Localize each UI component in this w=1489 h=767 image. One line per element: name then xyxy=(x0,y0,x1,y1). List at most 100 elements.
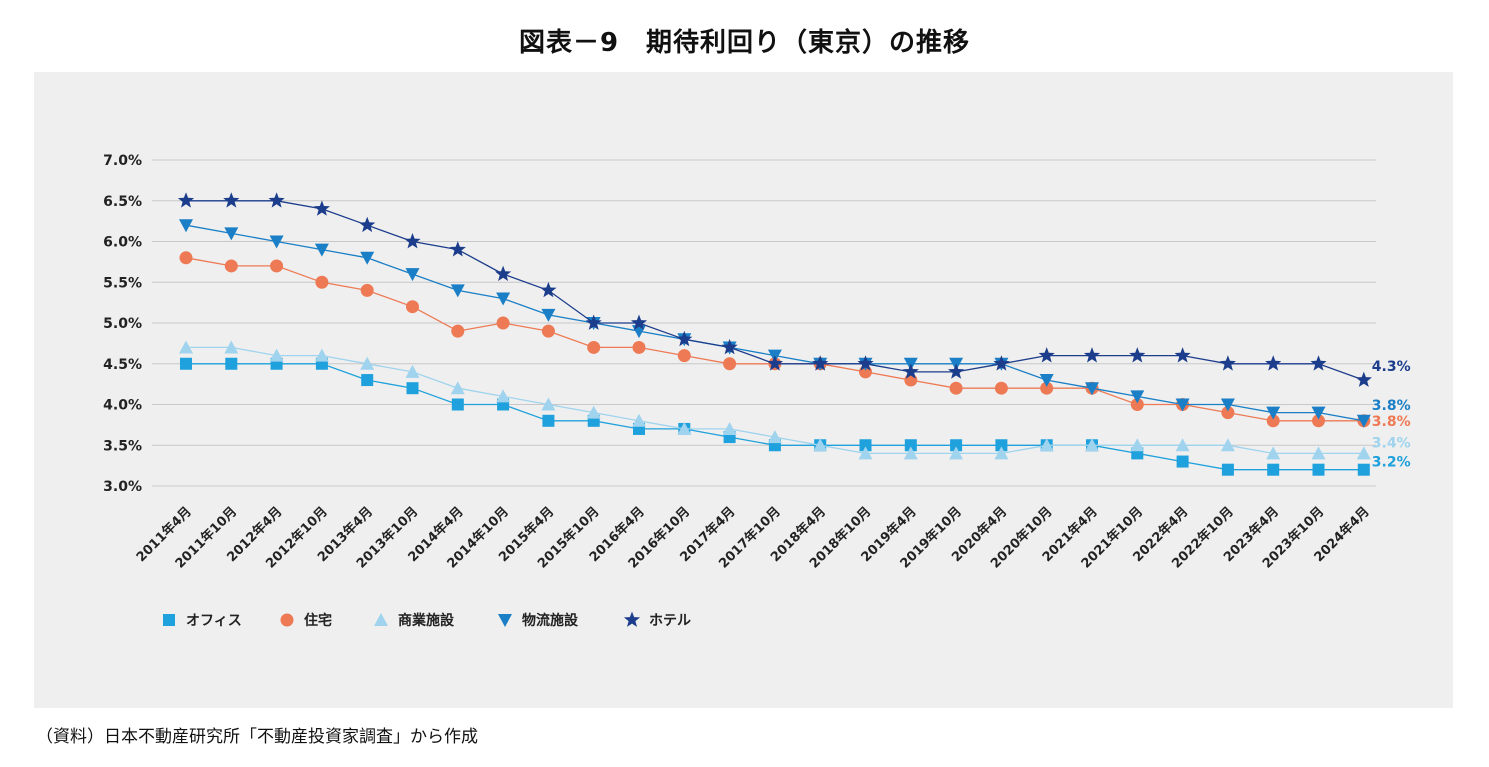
x-axis-ticks: 2011年4月2011年10月2012年4月2012年10月2013年4月201… xyxy=(133,504,1372,572)
data-point xyxy=(812,355,829,371)
data-point xyxy=(449,241,466,257)
data-point xyxy=(1220,438,1235,452)
data-point xyxy=(496,389,511,403)
y-tick-label: 4.5% xyxy=(103,357,142,373)
data-point xyxy=(541,324,555,338)
data-point xyxy=(677,349,691,363)
page-title: 図表－9 期待利回り（東京）の推移 xyxy=(518,28,971,58)
grid-lines xyxy=(152,159,1376,487)
data-point xyxy=(269,235,284,249)
data-point xyxy=(313,200,330,216)
data-point xyxy=(1040,381,1054,395)
data-point xyxy=(993,355,1010,371)
data-point xyxy=(949,446,964,460)
data-point xyxy=(721,338,738,355)
end-value-label: 3.4% xyxy=(1372,435,1411,451)
data-point xyxy=(405,364,420,378)
data-point xyxy=(406,382,419,395)
data-point xyxy=(540,281,557,298)
data-point xyxy=(1311,406,1326,420)
data-point xyxy=(496,292,511,306)
source-note: （資料）日本不動産研究所「不動産投資家調査」から作成 xyxy=(36,727,478,747)
end-value-label: 3.2% xyxy=(1372,455,1411,471)
data-point xyxy=(859,439,872,452)
data-point xyxy=(1266,446,1281,460)
data-point xyxy=(1085,438,1099,452)
data-point xyxy=(630,314,648,330)
data-point xyxy=(541,397,556,411)
data-point xyxy=(179,340,193,354)
data-point xyxy=(314,348,329,362)
data-point xyxy=(1039,374,1054,388)
data-point xyxy=(223,192,240,208)
data-point xyxy=(405,268,420,282)
legend: オフィス 住宅 商業施設 物流施設 ホテル xyxy=(163,611,691,629)
data-point xyxy=(767,430,782,444)
data-point xyxy=(1130,398,1144,411)
data-point xyxy=(1130,390,1145,404)
y-tick-label: 6.0% xyxy=(103,235,142,251)
data-point xyxy=(1039,438,1054,452)
data-point xyxy=(1356,414,1371,428)
y-tick-label: 7.0% xyxy=(103,153,142,169)
legend-label: 住宅 xyxy=(304,612,332,629)
legend-label: 物流施設 xyxy=(522,612,579,629)
data-point xyxy=(1220,398,1235,412)
data-point xyxy=(360,283,374,297)
data-point xyxy=(1357,463,1370,476)
data-point xyxy=(450,381,465,395)
y-tick-label: 3.5% xyxy=(103,438,142,454)
data-point xyxy=(1355,371,1372,387)
data-point xyxy=(359,216,376,233)
data-point xyxy=(495,265,512,281)
y-tick-label: 6.5% xyxy=(103,194,142,210)
data-point xyxy=(314,243,329,257)
data-point xyxy=(722,421,737,435)
data-point xyxy=(180,357,192,370)
data-point xyxy=(1085,382,1099,396)
data-point xyxy=(632,413,646,427)
data-point xyxy=(360,356,375,370)
data-point xyxy=(1356,446,1371,460)
data-point xyxy=(1266,414,1280,428)
data-point xyxy=(1312,463,1325,476)
data-point xyxy=(406,300,419,314)
legend-marker xyxy=(623,611,641,627)
legend-label: オフィス xyxy=(186,613,242,629)
data-point xyxy=(1311,446,1326,460)
chart-panel: 3.0% 3.5% 4.0% 4.5% 5.0% 5.5% 6.0% 6.5% 7.0% 201… xyxy=(34,72,1453,708)
data-point xyxy=(1312,414,1325,428)
data-point xyxy=(587,340,601,354)
data-point xyxy=(179,251,193,265)
data-point xyxy=(1267,463,1280,476)
legend-marker xyxy=(280,613,294,627)
data-point xyxy=(1265,355,1282,371)
data-point xyxy=(950,439,963,452)
data-point xyxy=(676,330,693,347)
data-point xyxy=(224,340,239,354)
data-point xyxy=(994,446,1009,460)
end-value-label: 4.3% xyxy=(1372,359,1411,375)
data-point xyxy=(585,314,602,330)
data-point xyxy=(723,357,737,371)
data-point xyxy=(315,275,329,289)
line-chart: 3.0% 3.5% 4.0% 4.5% 5.0% 5.5% 6.0% 6.5% 7.0% 201… xyxy=(103,153,1411,629)
legend-label: ホテル xyxy=(649,613,691,629)
data-point xyxy=(541,308,556,322)
data-point xyxy=(1038,347,1055,363)
y-tick-label: 4.0% xyxy=(103,398,142,414)
y-tick-label: 3.0% xyxy=(103,479,142,495)
data-point xyxy=(1219,355,1236,371)
data-point xyxy=(268,192,285,208)
data-point xyxy=(224,227,239,241)
data-point xyxy=(177,192,195,208)
end-value-label: 3.8% xyxy=(1372,398,1411,414)
data-point xyxy=(451,324,465,338)
data-point xyxy=(542,414,555,427)
data-point xyxy=(179,219,193,233)
series-square xyxy=(180,357,1370,476)
data-point xyxy=(857,355,874,371)
end-labels: 3.2% 3.8% 3.4% 3.8% 4.3% xyxy=(1372,359,1411,471)
data-point xyxy=(586,405,601,419)
data-point xyxy=(994,381,1008,395)
